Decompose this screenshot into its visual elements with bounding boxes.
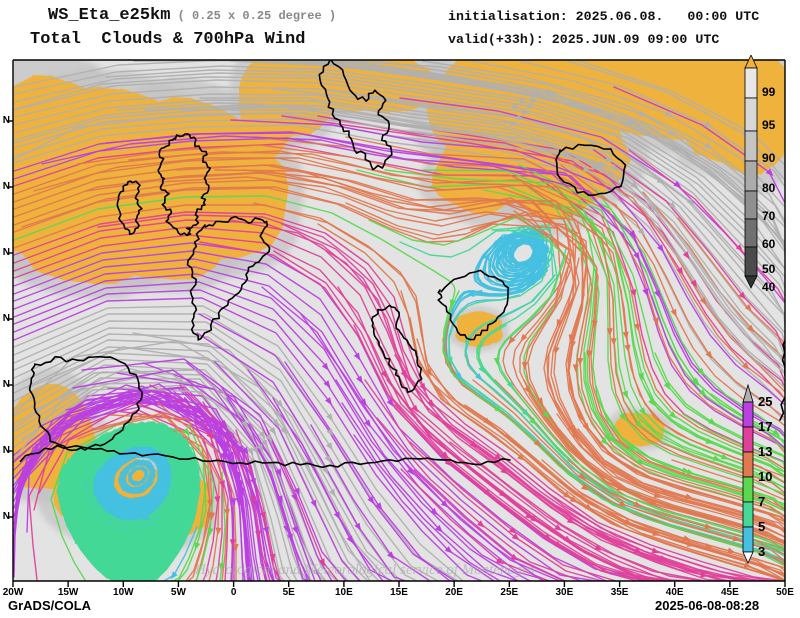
svg-text:3: 3 [758, 544, 765, 559]
svg-text:5: 5 [758, 519, 765, 534]
svg-text:17: 17 [758, 419, 772, 434]
svg-text:99: 99 [762, 85, 776, 99]
svg-text:80: 80 [762, 181, 776, 195]
svg-text:95: 95 [762, 118, 776, 132]
svg-text:13: 13 [758, 444, 772, 459]
svg-text:10: 10 [758, 469, 772, 484]
svg-text:40: 40 [762, 280, 776, 294]
svg-text:60: 60 [762, 237, 776, 251]
svg-text:25: 25 [758, 394, 772, 409]
svg-text:90: 90 [762, 151, 776, 165]
svg-text:50: 50 [762, 262, 776, 276]
svg-text:70: 70 [762, 209, 776, 223]
svg-text:7: 7 [758, 494, 765, 509]
